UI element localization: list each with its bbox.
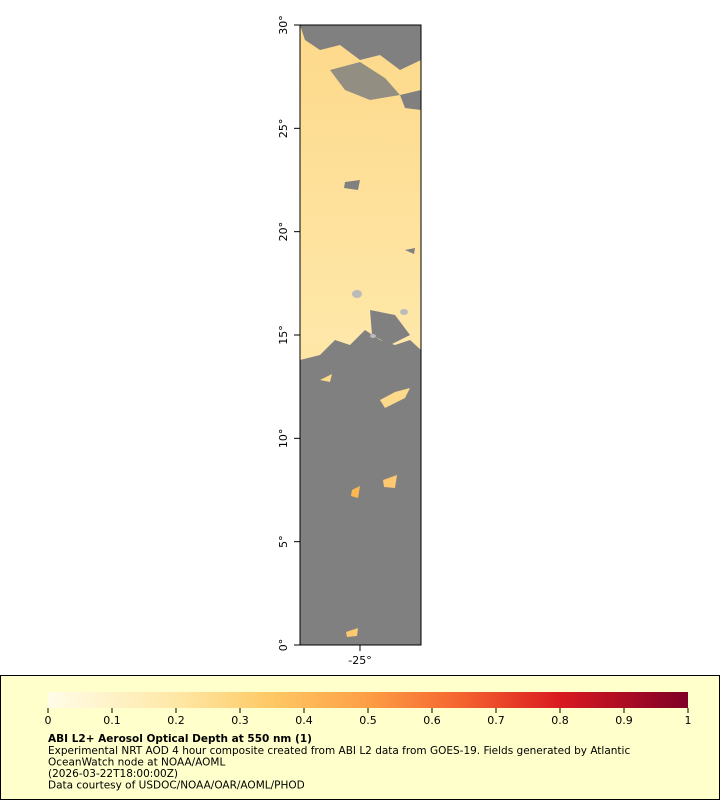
x-tick-label: -25° [348,654,371,667]
colorbar-tick-label: 0.8 [551,714,569,727]
colorbar-tick-label: 0.1 [103,714,121,727]
colorbar-tick-label: 0.4 [295,714,313,727]
y-tick-label: 25° [277,119,290,139]
legend-title: ABI L2+ Aerosol Optical Depth at 550 nm … [48,733,312,745]
legend-line: Data courtesy of USDOC/NOAA/OAR/AOML/PHO… [48,780,305,792]
y-tick-label: 5° [277,535,290,548]
legend-line: (2026-03-22T18:00:00Z) [48,768,178,780]
y-tick-label: 10° [277,429,290,449]
y-tick-label: 30° [277,15,290,35]
y-tick-label: 0° [277,639,290,652]
y-tick-label: 15° [277,325,290,345]
colorbar-tick-label: 0.6 [423,714,441,727]
colorbar-tick-label: 0.2 [167,714,185,727]
colorbar-tick-label: 1 [685,714,692,727]
legend-line: OceanWatch node at NOAA/AOML [48,757,225,769]
colorbar-tick-label: 0.3 [231,714,249,727]
y-tick-label: 20° [277,222,290,242]
colorbar-tick-label: 0.9 [615,714,633,727]
colorbar-tick-label: 0.5 [359,714,377,727]
colorbar-tick-label: 0 [45,714,52,727]
colorbar [48,692,688,708]
map-field [300,25,421,645]
legend-line: Experimental NRT AOD 4 hour composite cr… [48,745,630,757]
colorbar-tick-label: 0.7 [487,714,505,727]
